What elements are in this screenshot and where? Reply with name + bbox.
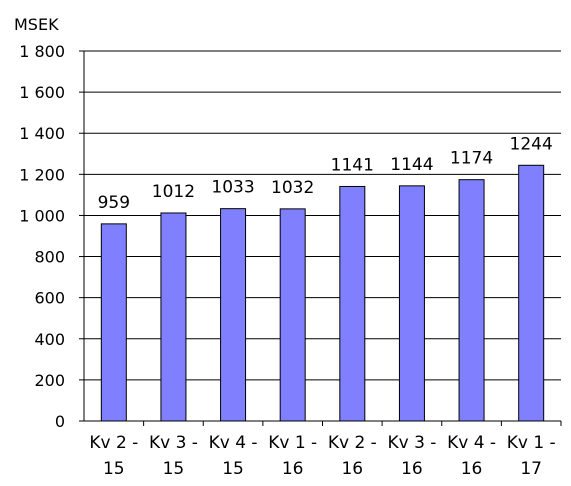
x-tick-label-line1: Kv 2 - [328, 433, 377, 453]
axes [79, 50, 562, 426]
bar [160, 212, 187, 422]
x-tick-label-line1: Kv 2 - [89, 433, 138, 453]
y-tick-label: 200 [34, 371, 65, 390]
data-label: 1144 [390, 155, 433, 175]
x-tick-label-line2: 16 [401, 459, 423, 479]
x-axis-tick-labels: Kv 2 - 15 Kv 3 - 15 Kv 4 - 15 Kv 1 - 16 Kv 2 - 16… [89, 433, 555, 479]
y-tick-label: 0 [55, 412, 65, 431]
data-label: 1032 [271, 178, 314, 198]
x-tick-label-line2: 16 [282, 459, 304, 479]
bar [279, 208, 306, 422]
data-label: 959 [98, 193, 130, 213]
y-tick-label: 1 400 [19, 124, 65, 143]
data-label: 1012 [152, 182, 195, 202]
bar [518, 164, 545, 422]
x-tick-label-line1: Kv 1 - [507, 433, 556, 453]
bar [100, 223, 127, 422]
y-tick-label: 600 [34, 289, 65, 308]
data-labels: 959 1012 1033 1032 1141 1144 1174 1244 [98, 134, 553, 213]
y-tick-label: 1 200 [19, 165, 65, 184]
bar [339, 185, 366, 422]
x-tick-label-line2: 15 [163, 459, 185, 479]
y-tick-label: 1 000 [19, 206, 65, 225]
x-tick-label-line2: 15 [222, 459, 244, 479]
data-label: 1141 [331, 155, 374, 175]
data-label: 1174 [450, 149, 493, 169]
x-tick-label-line2: 15 [103, 459, 125, 479]
data-label: 1244 [510, 134, 553, 154]
data-label: 1033 [211, 178, 254, 198]
bar [458, 179, 485, 422]
x-tick-label-line2: 17 [520, 459, 542, 479]
x-tick-label-line1: Kv 3 - [149, 433, 198, 453]
y-tick-label: 1 800 [19, 42, 65, 61]
grid-lines [84, 50, 561, 381]
y-tick-label: 800 [34, 248, 65, 267]
y-tick-label: 1 600 [19, 83, 65, 102]
x-tick-label-line1: Kv 3 - [387, 433, 436, 453]
y-axis-unit-label: MSEK [14, 15, 59, 34]
x-tick-label-line2: 16 [341, 459, 363, 479]
y-axis-tick-labels: 0 200 400 600 800 1 000 1 200 1 400 1 600 1 800 [19, 42, 65, 431]
x-tick-label-line1: Kv 1 - [268, 433, 317, 453]
bars [100, 164, 545, 422]
y-tick-label: 400 [34, 330, 65, 349]
bar [220, 208, 247, 422]
x-tick-label-line1: Kv 4 - [447, 433, 496, 453]
bar [398, 185, 425, 422]
x-tick-label-line2: 16 [461, 459, 483, 479]
x-tick-label-line1: Kv 4 - [209, 433, 258, 453]
